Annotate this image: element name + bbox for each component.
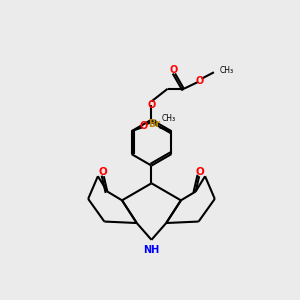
- Text: CH₃: CH₃: [219, 66, 233, 75]
- Text: NH: NH: [143, 245, 160, 255]
- Text: O: O: [147, 100, 156, 110]
- Text: Br: Br: [148, 119, 161, 129]
- Text: O: O: [195, 76, 203, 85]
- Text: O: O: [140, 121, 148, 131]
- Text: CH₃: CH₃: [161, 114, 176, 123]
- Text: O: O: [195, 167, 204, 177]
- Text: O: O: [99, 167, 108, 177]
- Text: O: O: [169, 64, 178, 75]
